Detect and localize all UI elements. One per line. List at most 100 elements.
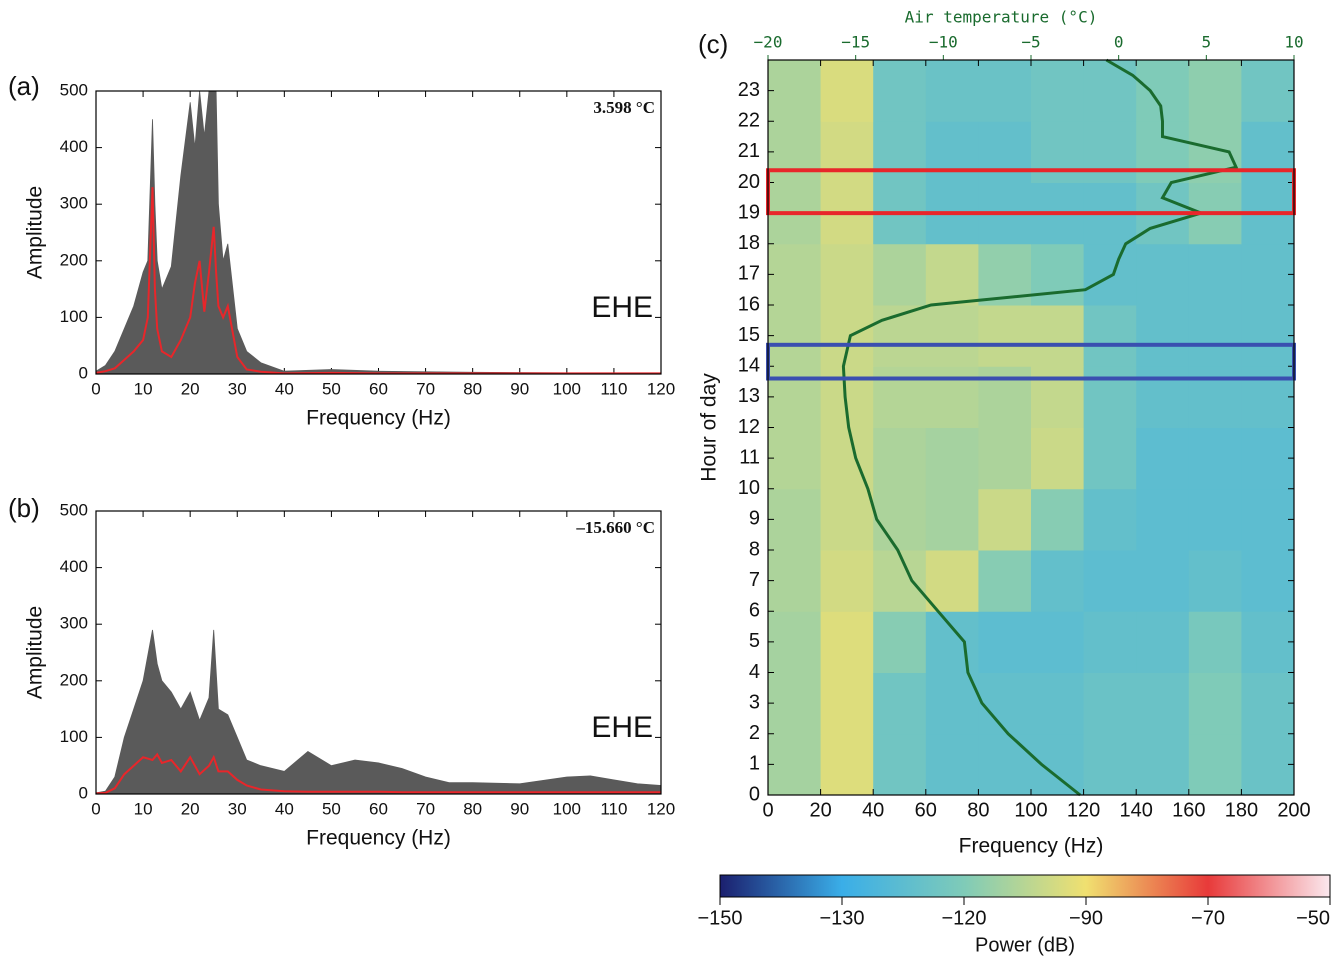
- x2-tick-label: 0: [1114, 33, 1124, 52]
- y-tick-label: 23: [738, 79, 760, 101]
- plot-frame: [95, 90, 662, 375]
- heat-cell: [925, 488, 979, 551]
- heat-cell: [1136, 733, 1190, 796]
- colorbar-tick-label: −130: [819, 907, 864, 929]
- x2-tick-label: −20: [754, 33, 783, 52]
- x-tick-label: 160: [1172, 799, 1205, 821]
- annotation: –15.660 °C: [575, 518, 655, 537]
- heat-cell: [978, 60, 1032, 122]
- y-tick-label: 300: [60, 194, 88, 213]
- heat-cell: [873, 366, 927, 428]
- heat-cell: [820, 121, 874, 183]
- heat-cell: [978, 427, 1032, 490]
- y-tick-label: 500: [60, 500, 88, 519]
- y-tick-label: 4: [749, 661, 760, 683]
- y-tick-label: 20: [738, 171, 760, 193]
- heat-cell: [1083, 305, 1137, 367]
- heat-cell: [1083, 550, 1137, 612]
- heat-cell: [1083, 121, 1137, 183]
- y-tick-label: 21: [738, 140, 760, 162]
- panel-label: (a): [8, 71, 40, 101]
- mean-line: [95, 187, 661, 375]
- y-tick-label: 400: [60, 557, 88, 576]
- heat-cell: [1083, 611, 1137, 673]
- colorbar-tick-label: −150: [697, 907, 742, 929]
- y-tick-label: 500: [60, 80, 88, 99]
- heat-cell: [768, 305, 822, 367]
- heat-cell: [873, 488, 927, 551]
- x-tick-label: 100: [1014, 799, 1047, 821]
- heat-cell: [1241, 243, 1295, 306]
- heat-cell: [873, 733, 927, 796]
- heat-cell: [925, 366, 979, 428]
- heat-cell: [1136, 672, 1190, 735]
- y-axis-title: Hour of day: [698, 373, 721, 482]
- heat-cell: [1031, 121, 1085, 183]
- colorbar: [719, 874, 1331, 898]
- x-tick-label: 30: [228, 379, 247, 398]
- x-tick-label: 40: [275, 379, 294, 398]
- mean-line: [95, 752, 661, 795]
- x-tick-label: 10: [134, 379, 153, 398]
- y-tick-label: 15: [738, 324, 760, 346]
- heat-cell: [978, 672, 1032, 735]
- heat-cell: [1188, 427, 1242, 490]
- colorbar-title: Power (dB): [975, 934, 1075, 956]
- heat-cell: [925, 305, 979, 367]
- heat-cell: [1241, 305, 1295, 367]
- heat-cell: [1136, 305, 1190, 367]
- x-tick-label: 180: [1225, 799, 1258, 821]
- x-tick-label: 40: [862, 799, 884, 821]
- y-tick-label: 0: [79, 783, 88, 802]
- x-tick-label: 10: [134, 799, 153, 818]
- x-tick-label: 70: [416, 379, 435, 398]
- heat-cell: [768, 672, 822, 735]
- heat-cell: [820, 60, 874, 122]
- heat-cell: [768, 366, 822, 428]
- x-tick-label: 60: [369, 379, 388, 398]
- y-tick-label: 200: [60, 670, 88, 689]
- x2-axis-title: Air temperature (°C): [905, 8, 1098, 27]
- x-tick-label: 80: [463, 379, 482, 398]
- x-axis-title: Frequency (Hz): [306, 407, 451, 430]
- x2-tick-label: 5: [1202, 33, 1212, 52]
- heat-cell: [820, 243, 874, 306]
- y-tick-label: 6: [749, 600, 760, 622]
- heat-cell: [1083, 488, 1137, 551]
- y-tick-label: 7: [749, 569, 760, 591]
- x-tick-label: 50: [322, 379, 341, 398]
- x-tick-label: 70: [416, 799, 435, 818]
- heat-cell: [978, 733, 1032, 796]
- colorbar-tick-label: −70: [1191, 907, 1225, 929]
- y-tick-label: 12: [738, 416, 760, 438]
- temperature-line: [841, 58, 1239, 797]
- panel-label: (c): [698, 29, 728, 59]
- y-tick-label: 3: [749, 691, 760, 713]
- x-tick-label: 90: [510, 379, 529, 398]
- y-tick-label: 100: [60, 307, 88, 326]
- y-tick-label: 19: [738, 201, 760, 223]
- heat-cell: [873, 611, 927, 673]
- heat-cell: [1241, 366, 1295, 428]
- colorbar-tick-label: −120: [941, 907, 986, 929]
- heat-cell: [1241, 733, 1295, 796]
- heat-cell: [1188, 611, 1242, 673]
- heat-cell: [1188, 488, 1242, 551]
- heat-cell: [820, 672, 874, 735]
- y-tick-label: 100: [60, 727, 88, 746]
- heat-cell: [925, 121, 979, 183]
- heat-cell: [820, 733, 874, 796]
- y-tick-label: 300: [60, 614, 88, 633]
- heat-cell: [820, 611, 874, 673]
- x2-tick-label: 10: [1284, 33, 1303, 52]
- heat-cell: [820, 305, 874, 367]
- heat-cell: [1031, 550, 1085, 612]
- x-tick-label: 80: [463, 799, 482, 818]
- y-tick-label: 400: [60, 137, 88, 156]
- x-tick-label: 20: [181, 379, 200, 398]
- y-axis-title: Amplitude: [24, 186, 47, 279]
- x-tick-label: 90: [510, 799, 529, 818]
- heat-cell: [925, 733, 979, 796]
- x-tick-label: 80: [967, 799, 989, 821]
